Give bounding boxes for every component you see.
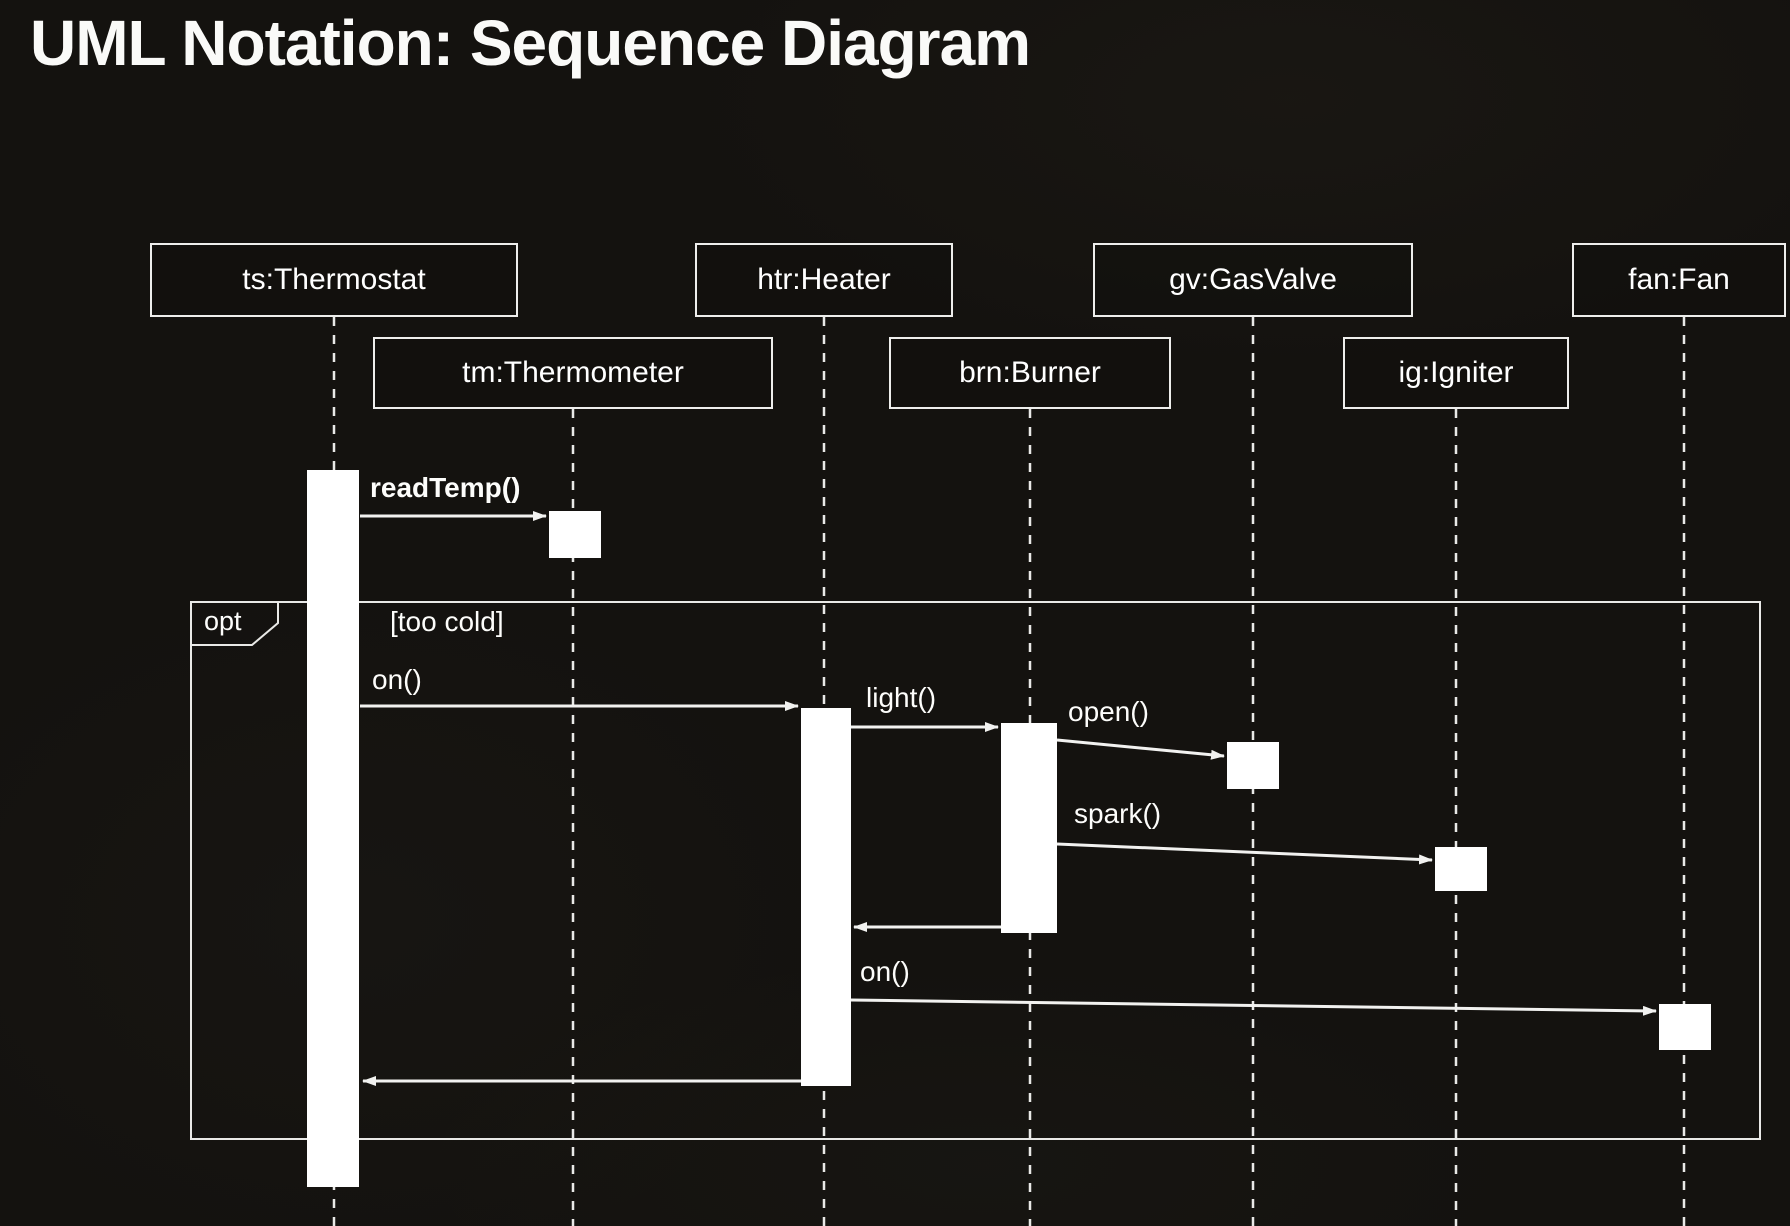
message-label-open: open() — [1068, 696, 1149, 727]
message-arrow-open — [1056, 738, 1225, 760]
message-label-on-heater: on() — [372, 664, 422, 695]
message-arrow-on-fan — [850, 998, 1657, 1016]
lifeline-box-thermometer: tm:Thermometer — [373, 337, 773, 409]
lifeline-box-gasvalve: gv:GasValve — [1093, 243, 1413, 317]
opt-operator-label: opt — [204, 606, 242, 636]
message-label-readtemp: readTemp() — [370, 472, 521, 503]
message-label-spark: spark() — [1074, 798, 1162, 829]
guard-label: [too cold] — [390, 606, 504, 637]
lifeline-box-burner: brn:Burner — [889, 337, 1171, 409]
opt-fragment-frame — [190, 601, 1761, 1140]
lifeline-box-thermostat: ts:Thermostat — [150, 243, 518, 317]
lifeline-box-heater: htr:Heater — [695, 243, 953, 317]
activation-thermometer — [549, 511, 601, 558]
opt-fragment-tab — [191, 602, 279, 646]
activation-fan — [1659, 1004, 1711, 1050]
message-label-light: light() — [866, 682, 937, 713]
activation-thermostat — [307, 470, 359, 1187]
lifeline-box-igniter: ig:Igniter — [1343, 337, 1569, 409]
activation-burner — [1001, 723, 1057, 933]
lifeline-box-fan: fan:Fan — [1572, 243, 1786, 317]
activation-heater — [801, 708, 851, 1086]
activation-igniter — [1435, 847, 1487, 891]
message-arrow-spark — [1056, 842, 1433, 865]
activation-gasvalve — [1227, 742, 1279, 789]
message-label-on-fan: on() — [860, 956, 910, 987]
slide-title: UML Notation: Sequence Diagram — [30, 7, 1031, 79]
